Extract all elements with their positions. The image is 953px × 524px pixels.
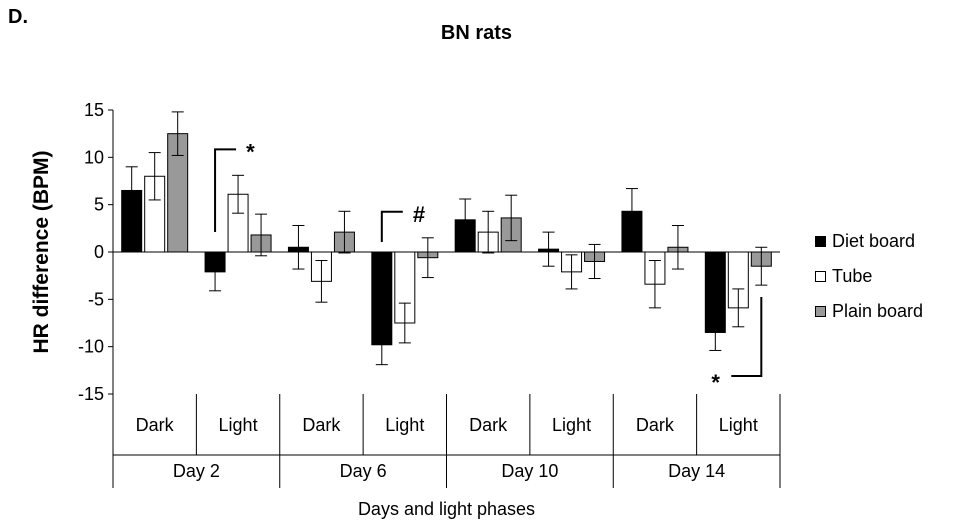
y-tick-label: 10: [84, 147, 104, 167]
significance-bracket: [380, 210, 403, 242]
legend-swatch-plain-board: [815, 306, 826, 317]
y-tick-label: 15: [84, 100, 104, 120]
legend-item-diet-board: Diet board: [815, 224, 923, 259]
significance-bracket: [731, 297, 763, 377]
legend-swatch-tube: [815, 271, 826, 282]
category-label: Light: [552, 415, 591, 435]
category-label: Dark: [302, 415, 341, 435]
legend: Diet board Tube Plain board: [815, 224, 923, 329]
chart-title: BN rats: [440, 22, 513, 44]
category-label: Light: [219, 415, 258, 435]
day-label: Day 6: [340, 461, 387, 481]
significance-marker: *: [711, 370, 720, 395]
significance-bracket: [214, 148, 237, 232]
panel-label: D.: [8, 6, 28, 28]
legend-item-plain-board: Plain board: [815, 294, 923, 329]
y-tick-label: 0: [94, 242, 104, 262]
legend-label-tube: Tube: [832, 266, 873, 286]
legend-item-tube: Tube: [815, 259, 923, 294]
y-tick-label: -15: [78, 384, 104, 404]
y-tick-label: -10: [78, 337, 104, 357]
category-label: Light: [385, 415, 424, 435]
y-axis-label: HR difference (BPM): [30, 150, 53, 353]
category-label: Dark: [636, 415, 675, 435]
day-label: Day 10: [501, 461, 558, 481]
y-tick-label: -5: [88, 289, 104, 309]
significance-marker: *: [246, 139, 255, 164]
category-label: Dark: [469, 415, 508, 435]
significance-marker: #: [413, 202, 425, 227]
legend-label-diet-board: Diet board: [832, 231, 916, 251]
category-label: Dark: [136, 415, 175, 435]
day-label: Day 14: [668, 461, 725, 481]
legend-swatch-diet-board: [815, 236, 826, 247]
y-tick-label: 5: [94, 195, 104, 215]
day-label: Day 2: [173, 461, 220, 481]
x-axis-label: Days and light phases: [358, 499, 535, 519]
legend-label-plain-board: Plain board: [832, 301, 924, 321]
category-label: Light: [719, 415, 758, 435]
